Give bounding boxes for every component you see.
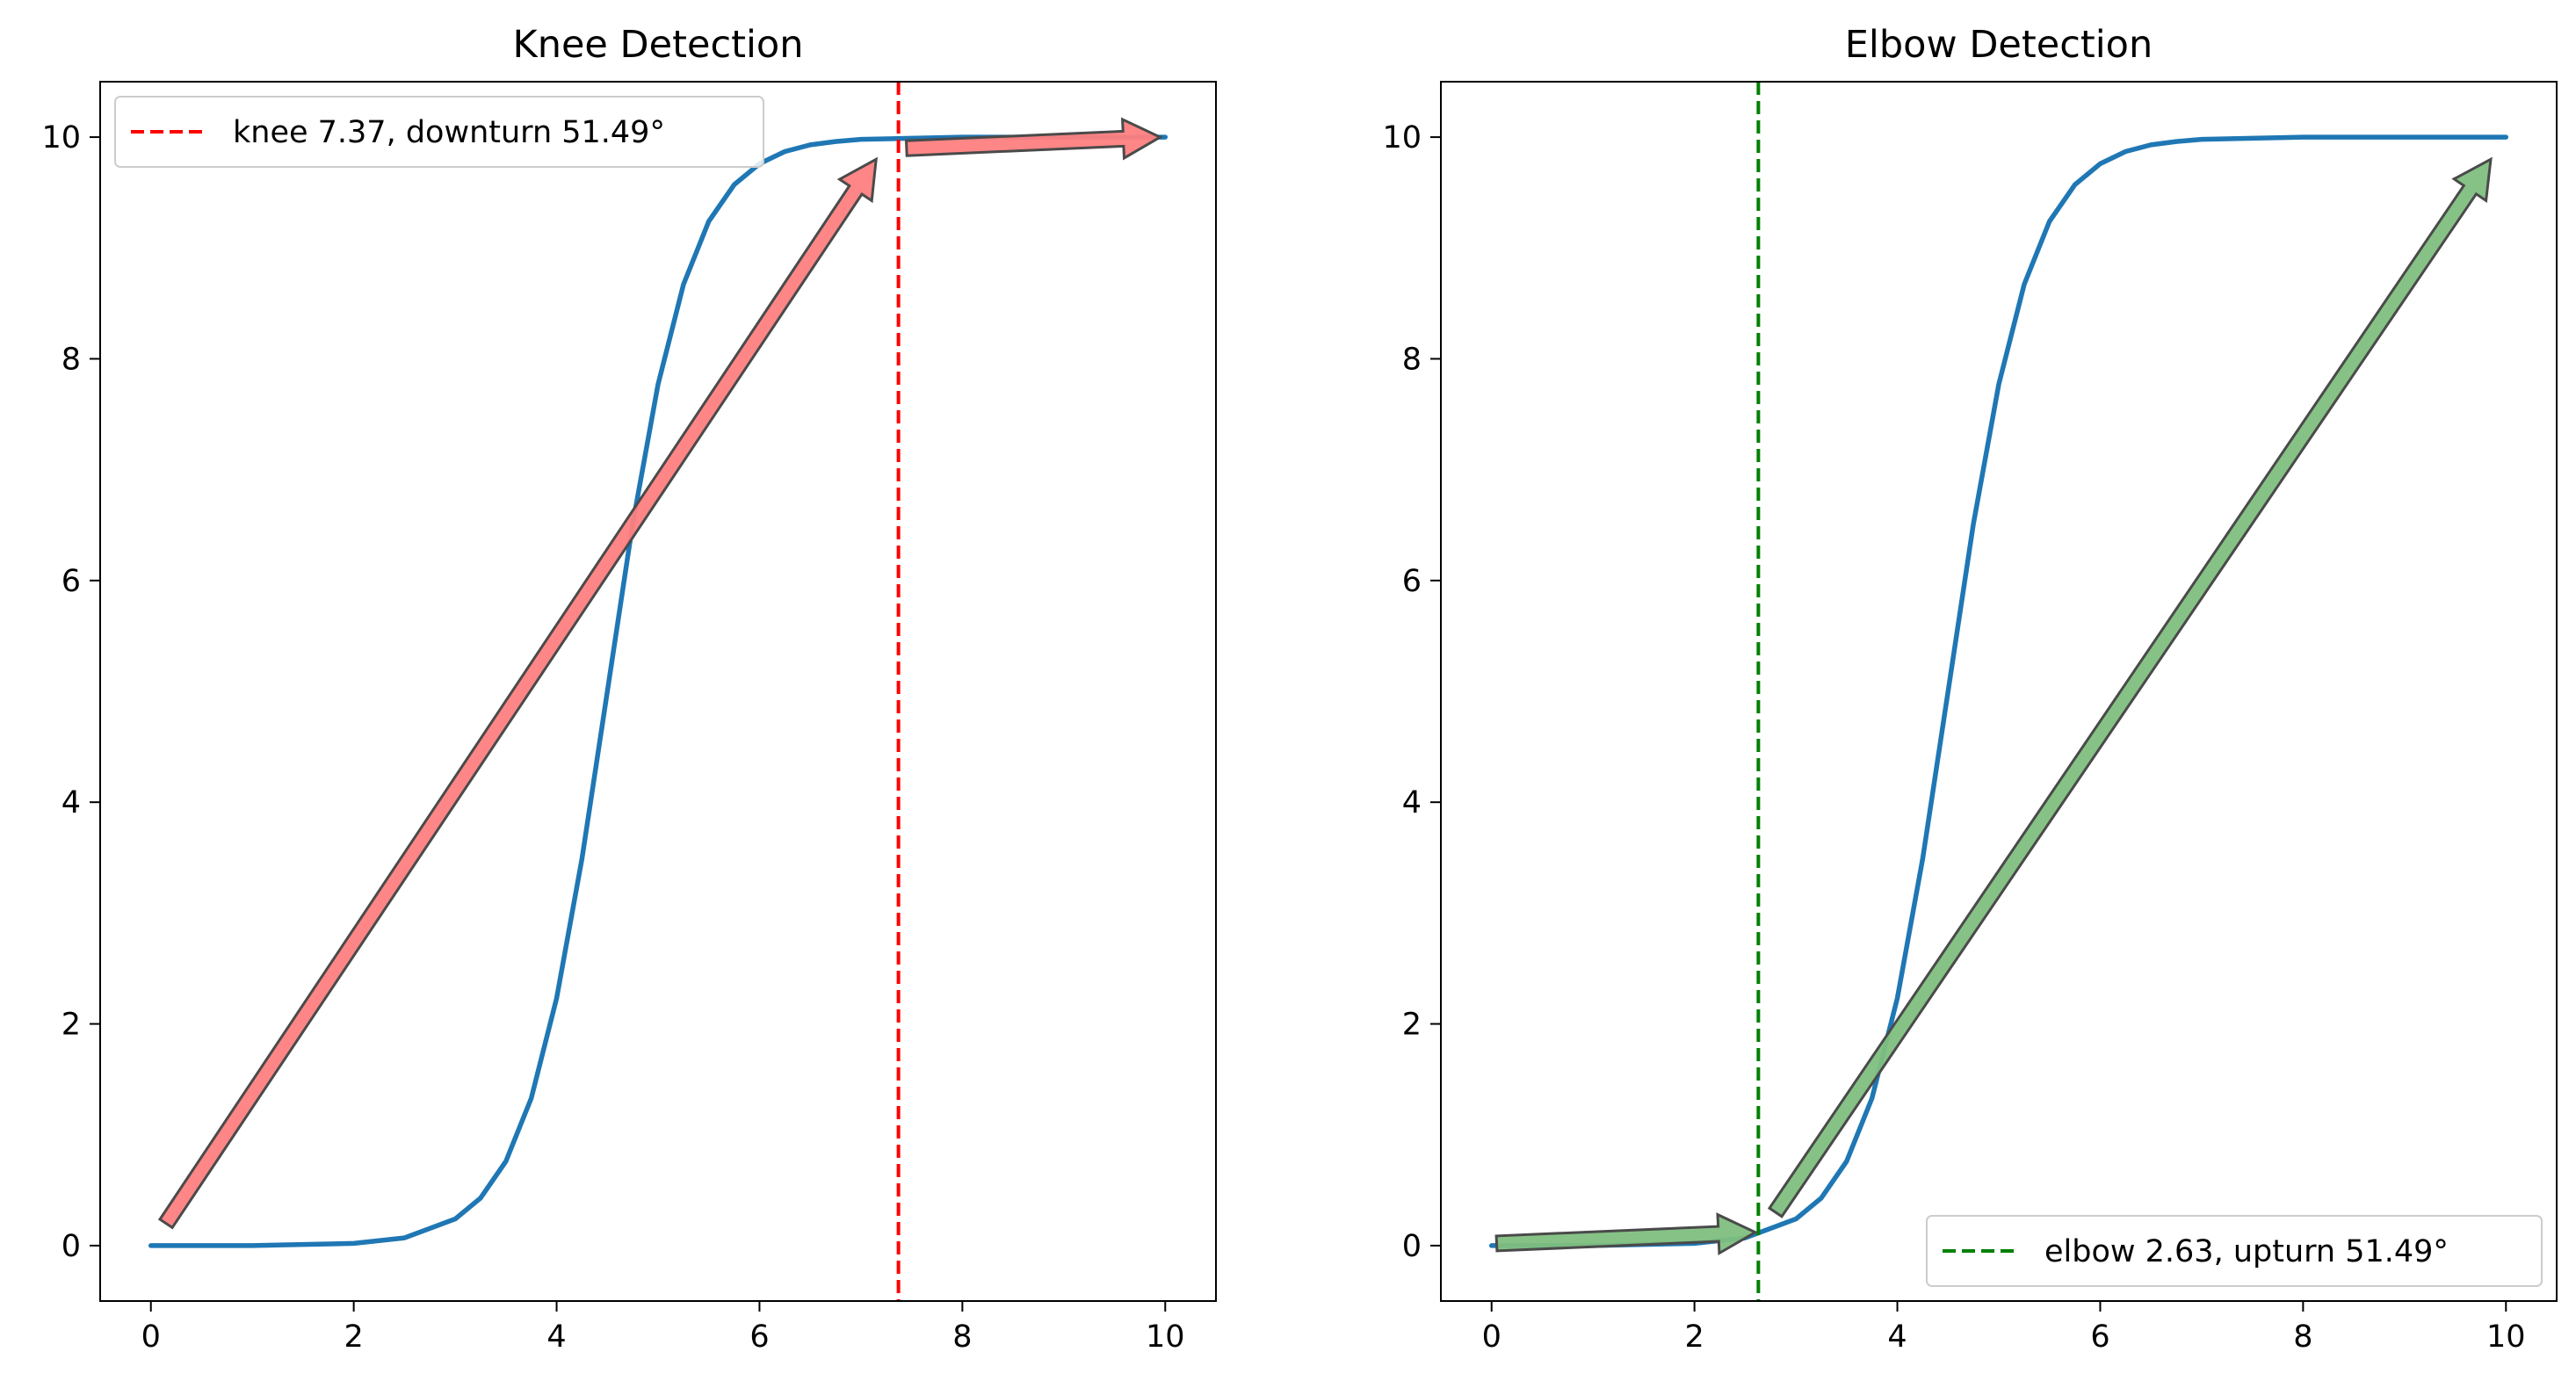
x-tick-label: 6 <box>2090 1319 2109 1355</box>
arrow-mark <box>904 117 1163 161</box>
legend-label: elbow 2.63, upturn 51.49° <box>2044 1234 2449 1269</box>
x-tick-label: 10 <box>2486 1319 2526 1355</box>
curve-series <box>1488 134 2509 1248</box>
legend: elbow 2.63, upturn 51.49° <box>1926 1215 2543 1287</box>
plot-area <box>148 82 1169 1301</box>
axes-frame <box>1440 81 2558 1302</box>
x-tick-label: 2 <box>1684 1319 1704 1355</box>
x-tick-label: 0 <box>141 1319 161 1355</box>
x-tick-label: 4 <box>546 1319 566 1355</box>
legend-label: knee 7.37, downturn 51.49° <box>233 115 665 150</box>
curve-series <box>148 134 1169 1248</box>
y-tick-label: 4 <box>1402 785 1422 821</box>
legend-box <box>114 96 764 168</box>
y-tick-label: 6 <box>1402 564 1422 599</box>
y-tick-label: 0 <box>62 1229 81 1264</box>
x-tick-label: 6 <box>749 1319 769 1355</box>
y-tick-label: 8 <box>62 342 81 377</box>
legend-box <box>1926 1215 2543 1287</box>
plot-area <box>1488 82 2509 1301</box>
y-tick-label: 6 <box>62 564 81 599</box>
x-tick-label: 0 <box>1482 1319 1501 1355</box>
x-tick-label: 8 <box>2293 1319 2312 1355</box>
chart-title: Elbow Detection <box>1845 23 2153 67</box>
x-tick-label: 10 <box>1146 1319 1185 1355</box>
y-tick-label: 8 <box>1402 342 1422 377</box>
x-tick-label: 2 <box>344 1319 363 1355</box>
x-tick-label: 4 <box>1887 1319 1907 1355</box>
arrow-mark <box>1767 156 2493 1218</box>
y-tick-label: 4 <box>62 785 81 821</box>
x-tick-label: 8 <box>952 1319 972 1355</box>
y-tick-label: 10 <box>1382 120 1422 155</box>
arrow-mark <box>157 156 878 1230</box>
legend: knee 7.37, downturn 51.49° <box>114 96 764 168</box>
elbow-detection-panel: Elbow Detection 0 2 4 6 8 10 0 2 4 6 8 10 elbow 2.63… <box>1382 23 2558 1355</box>
chart-title: Knee Detection <box>513 23 804 67</box>
y-tick-label: 2 <box>62 1008 81 1043</box>
knee-detection-panel: Knee Detection 0 2 4 6 8 10 0 2 4 6 8 10 knee 7.37, … <box>41 23 1217 1355</box>
axes-frame <box>99 81 1217 1302</box>
y-tick-label: 2 <box>1402 1008 1422 1043</box>
y-tick-label: 10 <box>41 120 81 155</box>
arrow-mark <box>1494 1212 1759 1256</box>
y-tick-label: 0 <box>1402 1229 1422 1264</box>
